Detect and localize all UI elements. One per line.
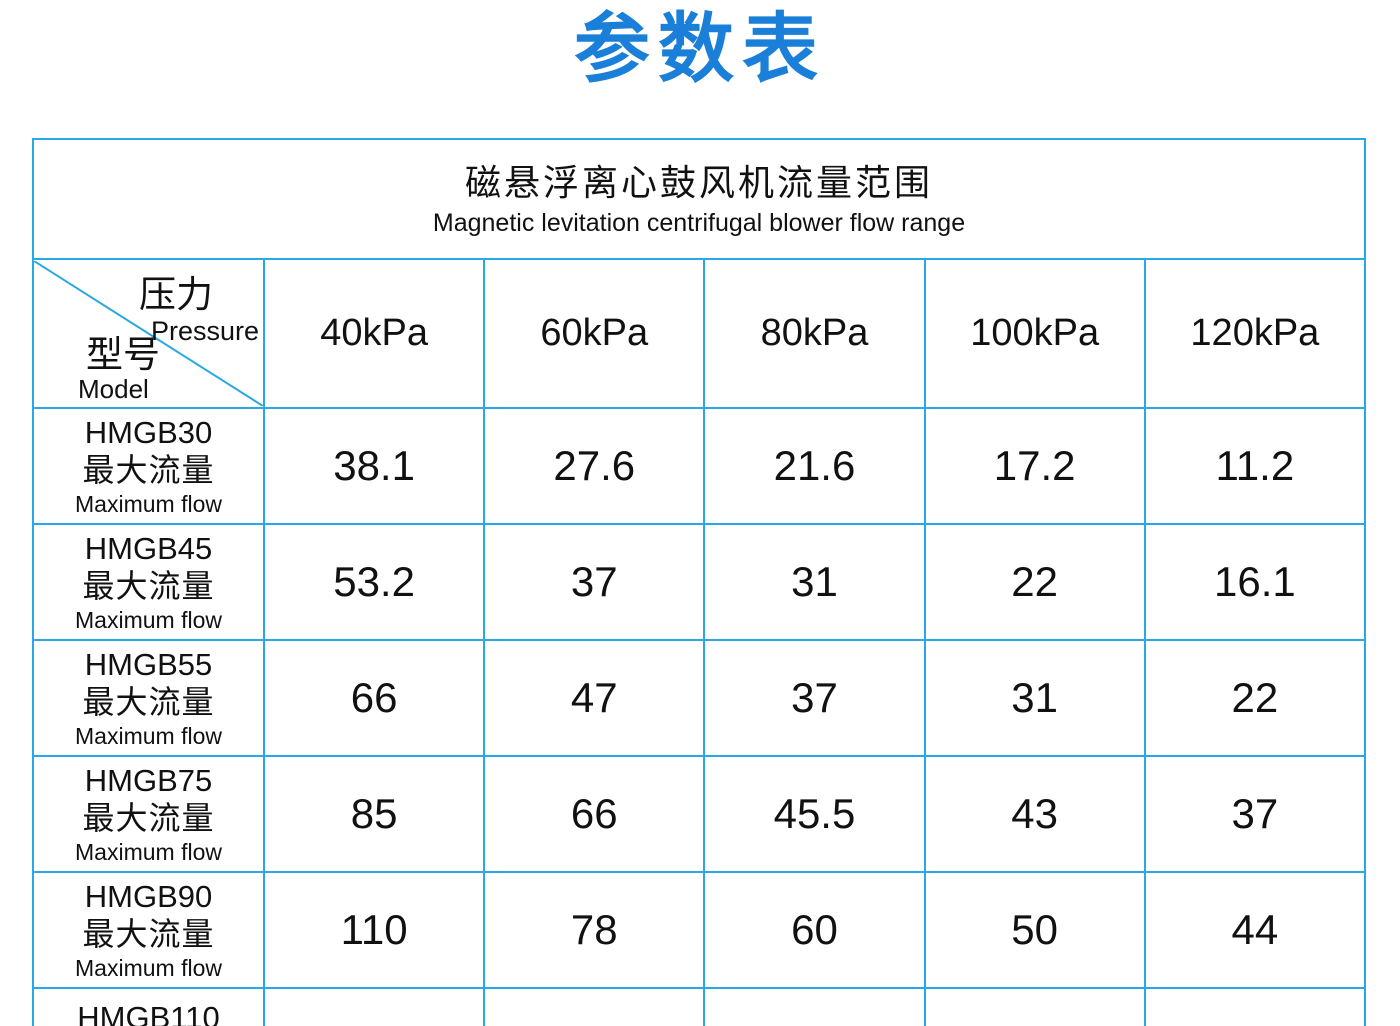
value-cell: 17.2 (923, 407, 1146, 525)
model-cell: HMGB90 最大流量 Maximum flow (32, 871, 265, 989)
value-cell: 38.1 (262, 407, 486, 525)
value-cell: 66 (483, 755, 706, 873)
max-flow-label-en: Maximum flow (75, 491, 222, 517)
value-cell: 22 (1143, 639, 1367, 757)
max-flow-label-en: Maximum flow (75, 607, 222, 633)
model-name: HMGB30 (84, 414, 213, 450)
max-flow-label-en: Maximum flow (75, 955, 222, 981)
value-cell: 60 (703, 871, 926, 989)
model-cell: HMGB45 最大流量 Maximum flow (32, 523, 265, 641)
table-row-hmgb75: HMGB75 最大流量 Maximum flow 85 66 45.5 43 3… (32, 755, 1367, 873)
value-cell (483, 987, 706, 1026)
page-title: 参数表 (574, 7, 826, 92)
model-cell: HMGB55 最大流量 Maximum flow (32, 639, 265, 757)
value-cell: 11.2 (1143, 407, 1367, 525)
column-header-row: 压力 Pressure 型号 Model 40kPa 60kPa 80kPa 1… (32, 258, 1367, 409)
max-flow-label-zh: 最大流量 (82, 684, 215, 721)
value-cell: 78 (483, 871, 706, 989)
table-title-en: Magnetic levitation centrifugal blower f… (432, 208, 966, 237)
model-cell: HMGB110 (32, 987, 265, 1026)
table-row-hmgb90: HMGB90 最大流量 Maximum flow 110 78 60 50 44 (32, 871, 1367, 989)
table-row-hmgb55: HMGB55 最大流量 Maximum flow 66 47 37 31 22 (32, 639, 1367, 757)
max-flow-label-zh: 最大流量 (82, 452, 215, 489)
value-cell: 22 (923, 523, 1146, 641)
column-header-60kpa: 60kPa (483, 258, 706, 409)
value-cell: 37 (703, 639, 926, 757)
model-name: HMGB75 (84, 762, 213, 798)
value-cell (1143, 987, 1367, 1026)
corner-header-cell: 压力 Pressure 型号 Model (32, 258, 265, 409)
column-header-40kpa: 40kPa (262, 258, 486, 409)
max-flow-label-en: Maximum flow (75, 839, 222, 865)
model-name: HMGB55 (84, 646, 213, 682)
column-header-80kpa: 80kPa (703, 258, 926, 409)
value-cell: 45.5 (703, 755, 926, 873)
pressure-label-en: Pressure (150, 315, 259, 346)
value-cell: 31 (923, 639, 1146, 757)
value-cell: 110 (262, 871, 486, 989)
value-cell: 53.2 (262, 523, 486, 641)
value-cell: 21.6 (703, 407, 926, 525)
table-row-hmgb30: HMGB30 最大流量 Maximum flow 38.1 27.6 21.6 … (32, 407, 1367, 525)
model-label-zh: 型号 (86, 334, 160, 376)
value-cell: 44 (1143, 871, 1367, 989)
column-header-120kpa: 120kPa (1143, 258, 1367, 409)
corner-wrap: 压力 Pressure 型号 Model (34, 261, 263, 406)
column-header-100kpa: 100kPa (923, 258, 1146, 409)
corner-model-label: 型号 Model (78, 335, 160, 402)
pressure-label-zh: 压力 (139, 274, 213, 315)
table-row-hmgb110-partial: HMGB110 (32, 987, 1367, 1026)
value-cell: 37 (1143, 755, 1367, 873)
value-cell: 43 (923, 755, 1146, 873)
max-flow-label-en: Maximum flow (75, 723, 222, 749)
model-name: HMGB90 (84, 878, 213, 914)
value-cell: 37 (483, 523, 706, 641)
table-row-hmgb45: HMGB45 最大流量 Maximum flow 53.2 37 31 22 1… (32, 523, 1367, 641)
value-cell: 50 (923, 871, 1146, 989)
model-cell: HMGB30 最大流量 Maximum flow (32, 407, 265, 525)
value-cell (262, 987, 486, 1026)
value-cell: 16.1 (1143, 523, 1367, 641)
value-cell (703, 987, 926, 1026)
max-flow-label-zh: 最大流量 (82, 800, 215, 837)
spec-table: 磁悬浮离心鼓风机流量范围 Magnetic levitation centrif… (32, 138, 1367, 1026)
value-cell: 85 (262, 755, 486, 873)
model-cell: HMGB75 最大流量 Maximum flow (32, 755, 265, 873)
table-title-row: 磁悬浮离心鼓风机流量范围 Magnetic levitation centrif… (32, 138, 1366, 260)
value-cell (923, 987, 1146, 1026)
value-cell: 31 (703, 523, 926, 641)
value-cell: 27.6 (483, 407, 706, 525)
diagonal-line (34, 261, 263, 406)
table-title-zh: 磁悬浮离心鼓风机流量范围 (464, 161, 933, 203)
model-label-en: Model (78, 374, 149, 404)
max-flow-label-zh: 最大流量 (82, 916, 215, 953)
model-name: HMGB45 (84, 530, 213, 566)
max-flow-label-zh: 最大流量 (82, 568, 215, 605)
value-cell: 66 (262, 639, 486, 757)
model-name: HMGB110 (77, 1000, 220, 1026)
value-cell: 47 (483, 639, 706, 757)
table-title-cell: 磁悬浮离心鼓风机流量范围 Magnetic levitation centrif… (32, 138, 1366, 260)
corner-pressure-label: 压力 Pressure (139, 274, 259, 347)
